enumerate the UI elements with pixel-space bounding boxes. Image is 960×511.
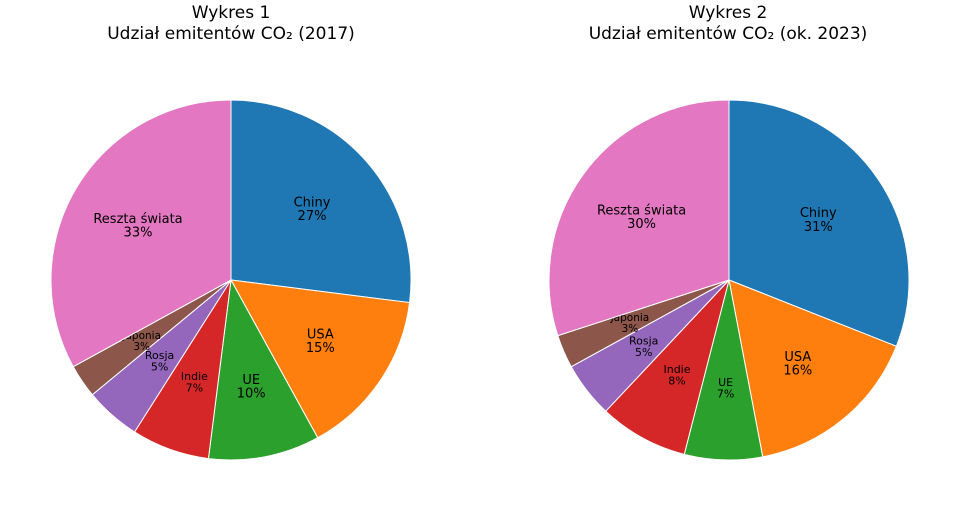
pie-2-slice-reszta-swiata <box>548 99 730 337</box>
pie-1-label-usa: USA <box>307 328 334 343</box>
pie-1-label-reszta-swiata: Reszta świata <box>93 212 182 227</box>
pie-2-label-usa: USA <box>784 350 811 365</box>
chart-2-title: Wykres 2 <box>688 3 768 23</box>
pie-2-slice-indie <box>605 279 730 455</box>
pie-2-percent-reszta-swiata: 30% <box>627 217 656 232</box>
pie-1-percent-reszta-swiata: 33% <box>124 226 153 241</box>
pie-1-percent-chiny: 27% <box>298 209 327 224</box>
pie-1-percent-usa: 15% <box>306 341 335 356</box>
pie-1-slice-ue <box>207 278 319 461</box>
pie-2-label-reszta-swiata: Reszta świata <box>597 203 686 218</box>
pie-1-label-rosja: Rosja <box>145 349 174 362</box>
pie-2-slice-chiny <box>728 99 910 347</box>
pie-2-label-indie: Indie <box>663 363 690 376</box>
pie-1-slice-usa <box>230 279 411 439</box>
pie-1-label-chiny: Chiny <box>294 195 331 210</box>
pie-2-percent-rosja: 5% <box>635 346 652 359</box>
chart-1-subtitle: Udział emitentów CO₂ (2017) <box>107 24 355 44</box>
chart-1-title: Wykres 1 <box>191 3 271 23</box>
pie-2-percent-japonia: 3% <box>622 323 639 335</box>
pie-1-percent-ue: 10% <box>237 387 266 402</box>
chart-2-title-block: Wykres 2 Udział emitentów CO₂ (ok. 2023) <box>528 3 928 45</box>
pie-2-label-ue: UE <box>718 376 733 389</box>
pie-2-percent-ue: 7% <box>717 388 734 401</box>
chart-1-title-block: Wykres 1 Udział emitentów CO₂ (2017) <box>31 3 431 45</box>
pie-2-percent-indie: 8% <box>668 374 685 387</box>
pie-1-label-indie: Indie <box>181 370 208 383</box>
pie-2-label-chiny: Chiny <box>800 206 837 221</box>
pie-2-percent-chiny: 31% <box>804 220 833 235</box>
pie-1-percent-indie: 7% <box>186 381 203 394</box>
pie-1-percent-japonia: 3% <box>133 341 150 353</box>
pie-chart-2: Chiny31%USA16%UE7%Indie8%Rosja5%Japonia3… <box>548 99 910 461</box>
pie-2-label-rosja: Rosja <box>629 334 658 347</box>
pie-2-slice-usa <box>728 279 898 458</box>
pie-1-slice-reszta-swiata <box>50 99 232 368</box>
pie-1-label-ue: UE <box>242 373 260 388</box>
chart-2-subtitle: Udział emitentów CO₂ (ok. 2023) <box>588 24 868 44</box>
pie-2-percent-usa: 16% <box>783 364 812 379</box>
pie-1-percent-rosja: 5% <box>151 361 168 374</box>
pie-chart-1: Chiny27%USA15%UE10%Indie7%Rosja5%Japonia… <box>50 99 412 461</box>
pie-1-slice-chiny <box>230 99 412 304</box>
